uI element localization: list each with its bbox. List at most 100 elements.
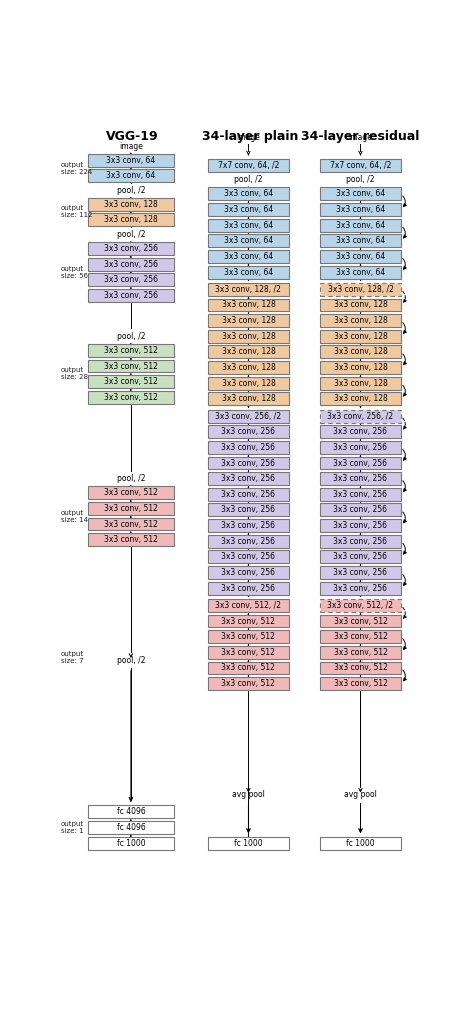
- Text: 3x3 conv, 128: 3x3 conv, 128: [104, 215, 158, 225]
- FancyBboxPatch shape: [320, 187, 401, 200]
- FancyBboxPatch shape: [320, 299, 401, 312]
- Text: 7x7 conv, 64, /2: 7x7 conv, 64, /2: [218, 162, 279, 171]
- FancyBboxPatch shape: [88, 213, 174, 227]
- FancyBboxPatch shape: [320, 235, 401, 247]
- FancyBboxPatch shape: [208, 566, 289, 579]
- Text: 3x3 conv, 128: 3x3 conv, 128: [221, 347, 275, 357]
- Text: 3x3 conv, 512: 3x3 conv, 512: [104, 535, 158, 545]
- FancyBboxPatch shape: [208, 160, 289, 172]
- Text: 3x3 conv, 64: 3x3 conv, 64: [106, 155, 155, 165]
- FancyBboxPatch shape: [208, 361, 289, 374]
- FancyBboxPatch shape: [320, 837, 401, 849]
- FancyBboxPatch shape: [88, 837, 174, 849]
- Text: 3x3 conv, 64: 3x3 conv, 64: [224, 220, 273, 230]
- Text: 3x3 conv, 512: 3x3 conv, 512: [334, 632, 387, 641]
- Text: 7x7 conv, 64, /2: 7x7 conv, 64, /2: [330, 162, 391, 171]
- FancyBboxPatch shape: [88, 375, 174, 388]
- FancyBboxPatch shape: [88, 170, 174, 182]
- FancyBboxPatch shape: [320, 330, 401, 342]
- Text: 3x3 conv, 64: 3x3 conv, 64: [336, 267, 385, 276]
- Text: 3x3 conv, 512, /2: 3x3 conv, 512, /2: [328, 600, 393, 610]
- FancyBboxPatch shape: [320, 392, 401, 405]
- FancyBboxPatch shape: [320, 599, 401, 612]
- FancyBboxPatch shape: [320, 218, 401, 232]
- FancyBboxPatch shape: [208, 345, 289, 359]
- Text: 3x3 conv, 64: 3x3 conv, 64: [336, 252, 385, 261]
- FancyBboxPatch shape: [208, 330, 289, 342]
- Text: image: image: [348, 133, 373, 142]
- FancyBboxPatch shape: [208, 488, 289, 501]
- Text: 34-layer plain: 34-layer plain: [202, 130, 299, 142]
- FancyBboxPatch shape: [320, 504, 401, 516]
- Text: 3x3 conv, 128: 3x3 conv, 128: [221, 379, 275, 388]
- Text: output
size: 14: output size: 14: [61, 510, 88, 522]
- Text: 3x3 conv, 256: 3x3 conv, 256: [334, 490, 387, 499]
- FancyBboxPatch shape: [208, 582, 289, 594]
- FancyBboxPatch shape: [320, 488, 401, 501]
- FancyBboxPatch shape: [208, 504, 289, 516]
- Text: pool, /2: pool, /2: [117, 186, 145, 195]
- Text: image: image: [237, 133, 260, 142]
- Text: 3x3 conv, 512: 3x3 conv, 512: [334, 617, 387, 626]
- Text: pool, /2: pool, /2: [117, 230, 145, 239]
- FancyBboxPatch shape: [320, 456, 401, 469]
- Text: 3x3 conv, 64: 3x3 conv, 64: [336, 189, 385, 198]
- Text: 3x3 conv, 256: 3x3 conv, 256: [221, 474, 275, 484]
- Text: 3x3 conv, 128: 3x3 conv, 128: [334, 379, 387, 388]
- FancyBboxPatch shape: [208, 456, 289, 469]
- Text: 3x3 conv, 128: 3x3 conv, 128: [104, 199, 158, 208]
- Text: 3x3 conv, 128: 3x3 conv, 128: [334, 394, 387, 403]
- Text: 3x3 conv, 128: 3x3 conv, 128: [221, 394, 275, 403]
- FancyBboxPatch shape: [320, 615, 401, 628]
- Text: 3x3 conv, 64: 3x3 conv, 64: [336, 205, 385, 214]
- FancyBboxPatch shape: [208, 299, 289, 312]
- FancyBboxPatch shape: [88, 533, 174, 547]
- Text: 3x3 conv, 512: 3x3 conv, 512: [221, 648, 275, 656]
- Text: 3x3 conv, 256: 3x3 conv, 256: [334, 521, 387, 530]
- FancyBboxPatch shape: [320, 661, 401, 675]
- FancyBboxPatch shape: [208, 630, 289, 643]
- FancyBboxPatch shape: [88, 391, 174, 403]
- Text: 3x3 conv, 64: 3x3 conv, 64: [224, 237, 273, 245]
- FancyBboxPatch shape: [208, 534, 289, 548]
- Text: pool, /2: pool, /2: [117, 474, 145, 484]
- FancyBboxPatch shape: [320, 519, 401, 532]
- Text: 3x3 conv, 256: 3x3 conv, 256: [334, 474, 387, 484]
- FancyBboxPatch shape: [208, 218, 289, 232]
- Text: 3x3 conv, 64: 3x3 conv, 64: [224, 267, 273, 276]
- Text: 3x3 conv, 128: 3x3 conv, 128: [334, 301, 387, 310]
- Text: 3x3 conv, 512: 3x3 conv, 512: [104, 519, 158, 528]
- FancyBboxPatch shape: [88, 290, 174, 302]
- Text: 3x3 conv, 256: 3x3 conv, 256: [221, 583, 275, 592]
- FancyBboxPatch shape: [320, 265, 401, 278]
- Text: 3x3 conv, 512, /2: 3x3 conv, 512, /2: [216, 600, 282, 610]
- Text: 3x3 conv, 128: 3x3 conv, 128: [334, 316, 387, 325]
- Text: pool, /2: pool, /2: [117, 332, 145, 340]
- Text: 3x3 conv, 128: 3x3 conv, 128: [221, 332, 275, 340]
- Text: avg pool: avg pool: [344, 790, 377, 800]
- FancyBboxPatch shape: [320, 551, 401, 563]
- Text: 3x3 conv, 256: 3x3 conv, 256: [221, 536, 275, 546]
- FancyBboxPatch shape: [208, 551, 289, 563]
- Text: 3x3 conv, 128, /2: 3x3 conv, 128, /2: [328, 284, 393, 294]
- FancyBboxPatch shape: [320, 160, 401, 172]
- Text: 3x3 conv, 64: 3x3 conv, 64: [106, 172, 155, 181]
- FancyBboxPatch shape: [208, 678, 289, 690]
- FancyBboxPatch shape: [208, 409, 289, 423]
- Text: 3x3 conv, 256: 3x3 conv, 256: [334, 443, 387, 452]
- FancyBboxPatch shape: [88, 258, 174, 270]
- FancyBboxPatch shape: [208, 472, 289, 485]
- FancyBboxPatch shape: [320, 282, 401, 296]
- Text: 3x3 conv, 512: 3x3 conv, 512: [221, 679, 275, 688]
- FancyBboxPatch shape: [320, 409, 401, 423]
- Text: 3x3 conv, 256: 3x3 conv, 256: [334, 536, 387, 546]
- FancyBboxPatch shape: [208, 646, 289, 658]
- FancyBboxPatch shape: [320, 426, 401, 438]
- Text: 3x3 conv, 64: 3x3 conv, 64: [336, 220, 385, 230]
- Text: 3x3 conv, 128, /2: 3x3 conv, 128, /2: [216, 284, 282, 294]
- FancyBboxPatch shape: [88, 517, 174, 530]
- FancyBboxPatch shape: [320, 630, 401, 643]
- FancyBboxPatch shape: [320, 678, 401, 690]
- FancyBboxPatch shape: [208, 265, 289, 278]
- Text: pool, /2: pool, /2: [234, 176, 263, 184]
